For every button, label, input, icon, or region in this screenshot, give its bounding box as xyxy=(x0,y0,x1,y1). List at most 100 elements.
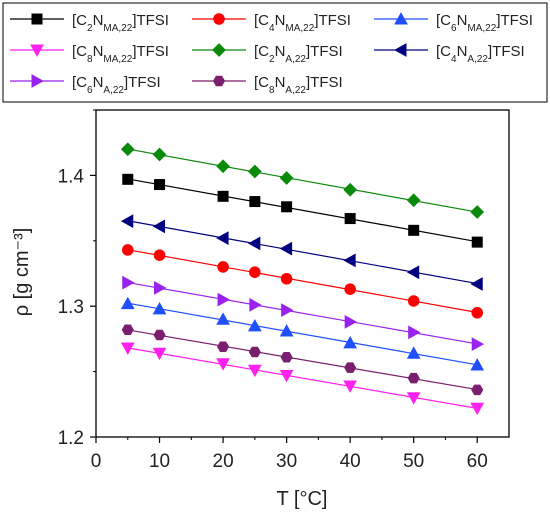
legend-label: [C6NMA,22]TFSI xyxy=(436,12,533,34)
fit-line-series-4 xyxy=(127,347,478,409)
data-point-series-6 xyxy=(406,265,420,280)
legend-marker xyxy=(394,12,408,25)
x-axis-title: T [°C] xyxy=(277,488,328,510)
legend-entry-3: [C6NMA,22]TFSI xyxy=(374,12,533,34)
legend-marker xyxy=(394,43,407,57)
y-tick-label: 1.3 xyxy=(58,297,84,318)
data-point-series-2 xyxy=(407,295,420,307)
data-point-series-2 xyxy=(217,261,229,273)
data-point-series-3 xyxy=(279,324,294,337)
data-point-series-7 xyxy=(344,315,358,329)
data-point-series-1 xyxy=(217,190,229,202)
data-point-series-6 xyxy=(216,231,229,246)
data-point-series-7 xyxy=(217,292,230,307)
data-point-series-5 xyxy=(406,193,421,208)
legend-entry-5: [C2NA,22]TFSI xyxy=(192,43,343,65)
y-axis: 1.2 1.3 1.4 xyxy=(58,109,96,449)
data-point-series-6 xyxy=(279,241,293,256)
data-point-series-5 xyxy=(279,171,294,185)
legend-marker xyxy=(212,43,226,57)
data-point-series-8 xyxy=(344,362,357,373)
legend-marker xyxy=(31,74,44,88)
data-point-series-1 xyxy=(154,179,166,191)
data-point-series-1 xyxy=(344,213,356,225)
legend-frame xyxy=(2,2,548,103)
x-tick-label: 60 xyxy=(467,451,488,472)
y-tick-label: 1.4 xyxy=(58,166,85,187)
x-tick-label: 40 xyxy=(340,451,361,472)
data-point-series-8 xyxy=(407,372,420,384)
data-point-series-7 xyxy=(408,325,421,340)
legend-entry-2: [C4NMA,22]TFSI xyxy=(192,12,351,34)
data-point-series-7 xyxy=(471,337,485,352)
legend-label: [C2NMA,22]TFSI xyxy=(72,12,169,34)
data-point-series-4 xyxy=(279,370,294,383)
fit-line-series-3 xyxy=(127,302,478,366)
fit-line-series-7 xyxy=(127,281,478,345)
plot-area: 0 10 20 30 40 50 60 1.2 1.3 1.4 xyxy=(58,109,510,472)
x-tick-label: 0 xyxy=(91,451,102,472)
data-point-series-5 xyxy=(343,182,358,197)
data-point-series-8 xyxy=(280,351,293,363)
data-point-series-3 xyxy=(406,346,421,359)
data-point-series-5 xyxy=(470,205,485,219)
data-point-series-8 xyxy=(121,324,134,335)
x-axis: 0 10 20 30 40 50 60 xyxy=(91,437,488,472)
data-point-series-1 xyxy=(249,196,261,208)
data-point-series-4 xyxy=(216,358,230,371)
data-point-series-3 xyxy=(120,296,135,310)
legend-label: [C4NA,22]TFSI xyxy=(436,43,525,65)
legend-label: [C6NA,22]TFSI xyxy=(72,74,161,96)
data-point-series-3 xyxy=(216,312,230,325)
fit-line-series-8 xyxy=(127,329,478,391)
x-tick-label: 20 xyxy=(213,451,234,472)
plot-frame xyxy=(95,109,510,438)
data-point-series-1 xyxy=(408,224,420,236)
data-point-series-5 xyxy=(120,142,135,157)
data-point-series-2 xyxy=(121,244,134,256)
legend-entry-1: [C2NMA,22]TFSI xyxy=(10,12,169,34)
data-point-series-3 xyxy=(152,301,167,315)
data-point-series-8 xyxy=(153,329,166,341)
data-point-series-8 xyxy=(217,341,230,352)
data-point-series-1 xyxy=(122,173,134,185)
data-point-series-4 xyxy=(152,347,167,361)
x-tick-label: 10 xyxy=(149,451,170,472)
data-point-series-7 xyxy=(122,275,135,290)
legend-label: [C8NA,22]TFSI xyxy=(254,74,343,96)
data-point-series-6 xyxy=(343,253,356,268)
data-point-series-3 xyxy=(343,335,358,349)
data-point-series-6 xyxy=(152,219,166,234)
data-point-series-8 xyxy=(471,384,484,396)
data-point-series-5 xyxy=(216,159,230,174)
data-point-series-6 xyxy=(120,214,134,229)
data-point-series-7 xyxy=(281,303,294,317)
data-point-series-4 xyxy=(247,364,262,378)
legend-label: [C2NA,22]TFSI xyxy=(254,43,343,65)
data-point-series-4 xyxy=(406,392,421,405)
data-point-series-2 xyxy=(153,249,166,261)
data-point-series-4 xyxy=(120,342,135,355)
data-point-series-1 xyxy=(471,236,483,248)
data-point-series-6 xyxy=(470,277,483,291)
data-point-series-4 xyxy=(470,402,485,416)
legend-label: [C8NMA,22]TFSI xyxy=(72,43,169,65)
legend-entry-7: [C6NA,22]TFSI xyxy=(10,74,161,96)
legend-label: [C4NMA,22]TFSI xyxy=(254,12,351,34)
data-point-series-7 xyxy=(249,298,262,312)
legend: [C2NMA,22]TFSI [C4NMA,22]TFSI [C6NMA,22]TF… xyxy=(2,2,548,103)
y-axis-title: ρ [g cm⁻³] xyxy=(11,228,33,317)
data-point-series-2 xyxy=(344,283,356,295)
legend-marker xyxy=(31,13,43,25)
data-point-series-8 xyxy=(248,346,261,358)
data-point-series-3 xyxy=(247,318,262,332)
legend-entry-6: [C4NA,22]TFSI xyxy=(374,43,525,65)
legend-entry-4: [C8NMA,22]TFSI xyxy=(10,43,169,65)
data-point-series-2 xyxy=(280,272,293,285)
data-markers xyxy=(120,142,485,416)
legend-marker xyxy=(213,13,225,25)
data-point-series-4 xyxy=(343,380,358,393)
legend-entry-8: [C8NA,22]TFSI xyxy=(192,74,343,96)
data-point-series-6 xyxy=(247,236,261,251)
